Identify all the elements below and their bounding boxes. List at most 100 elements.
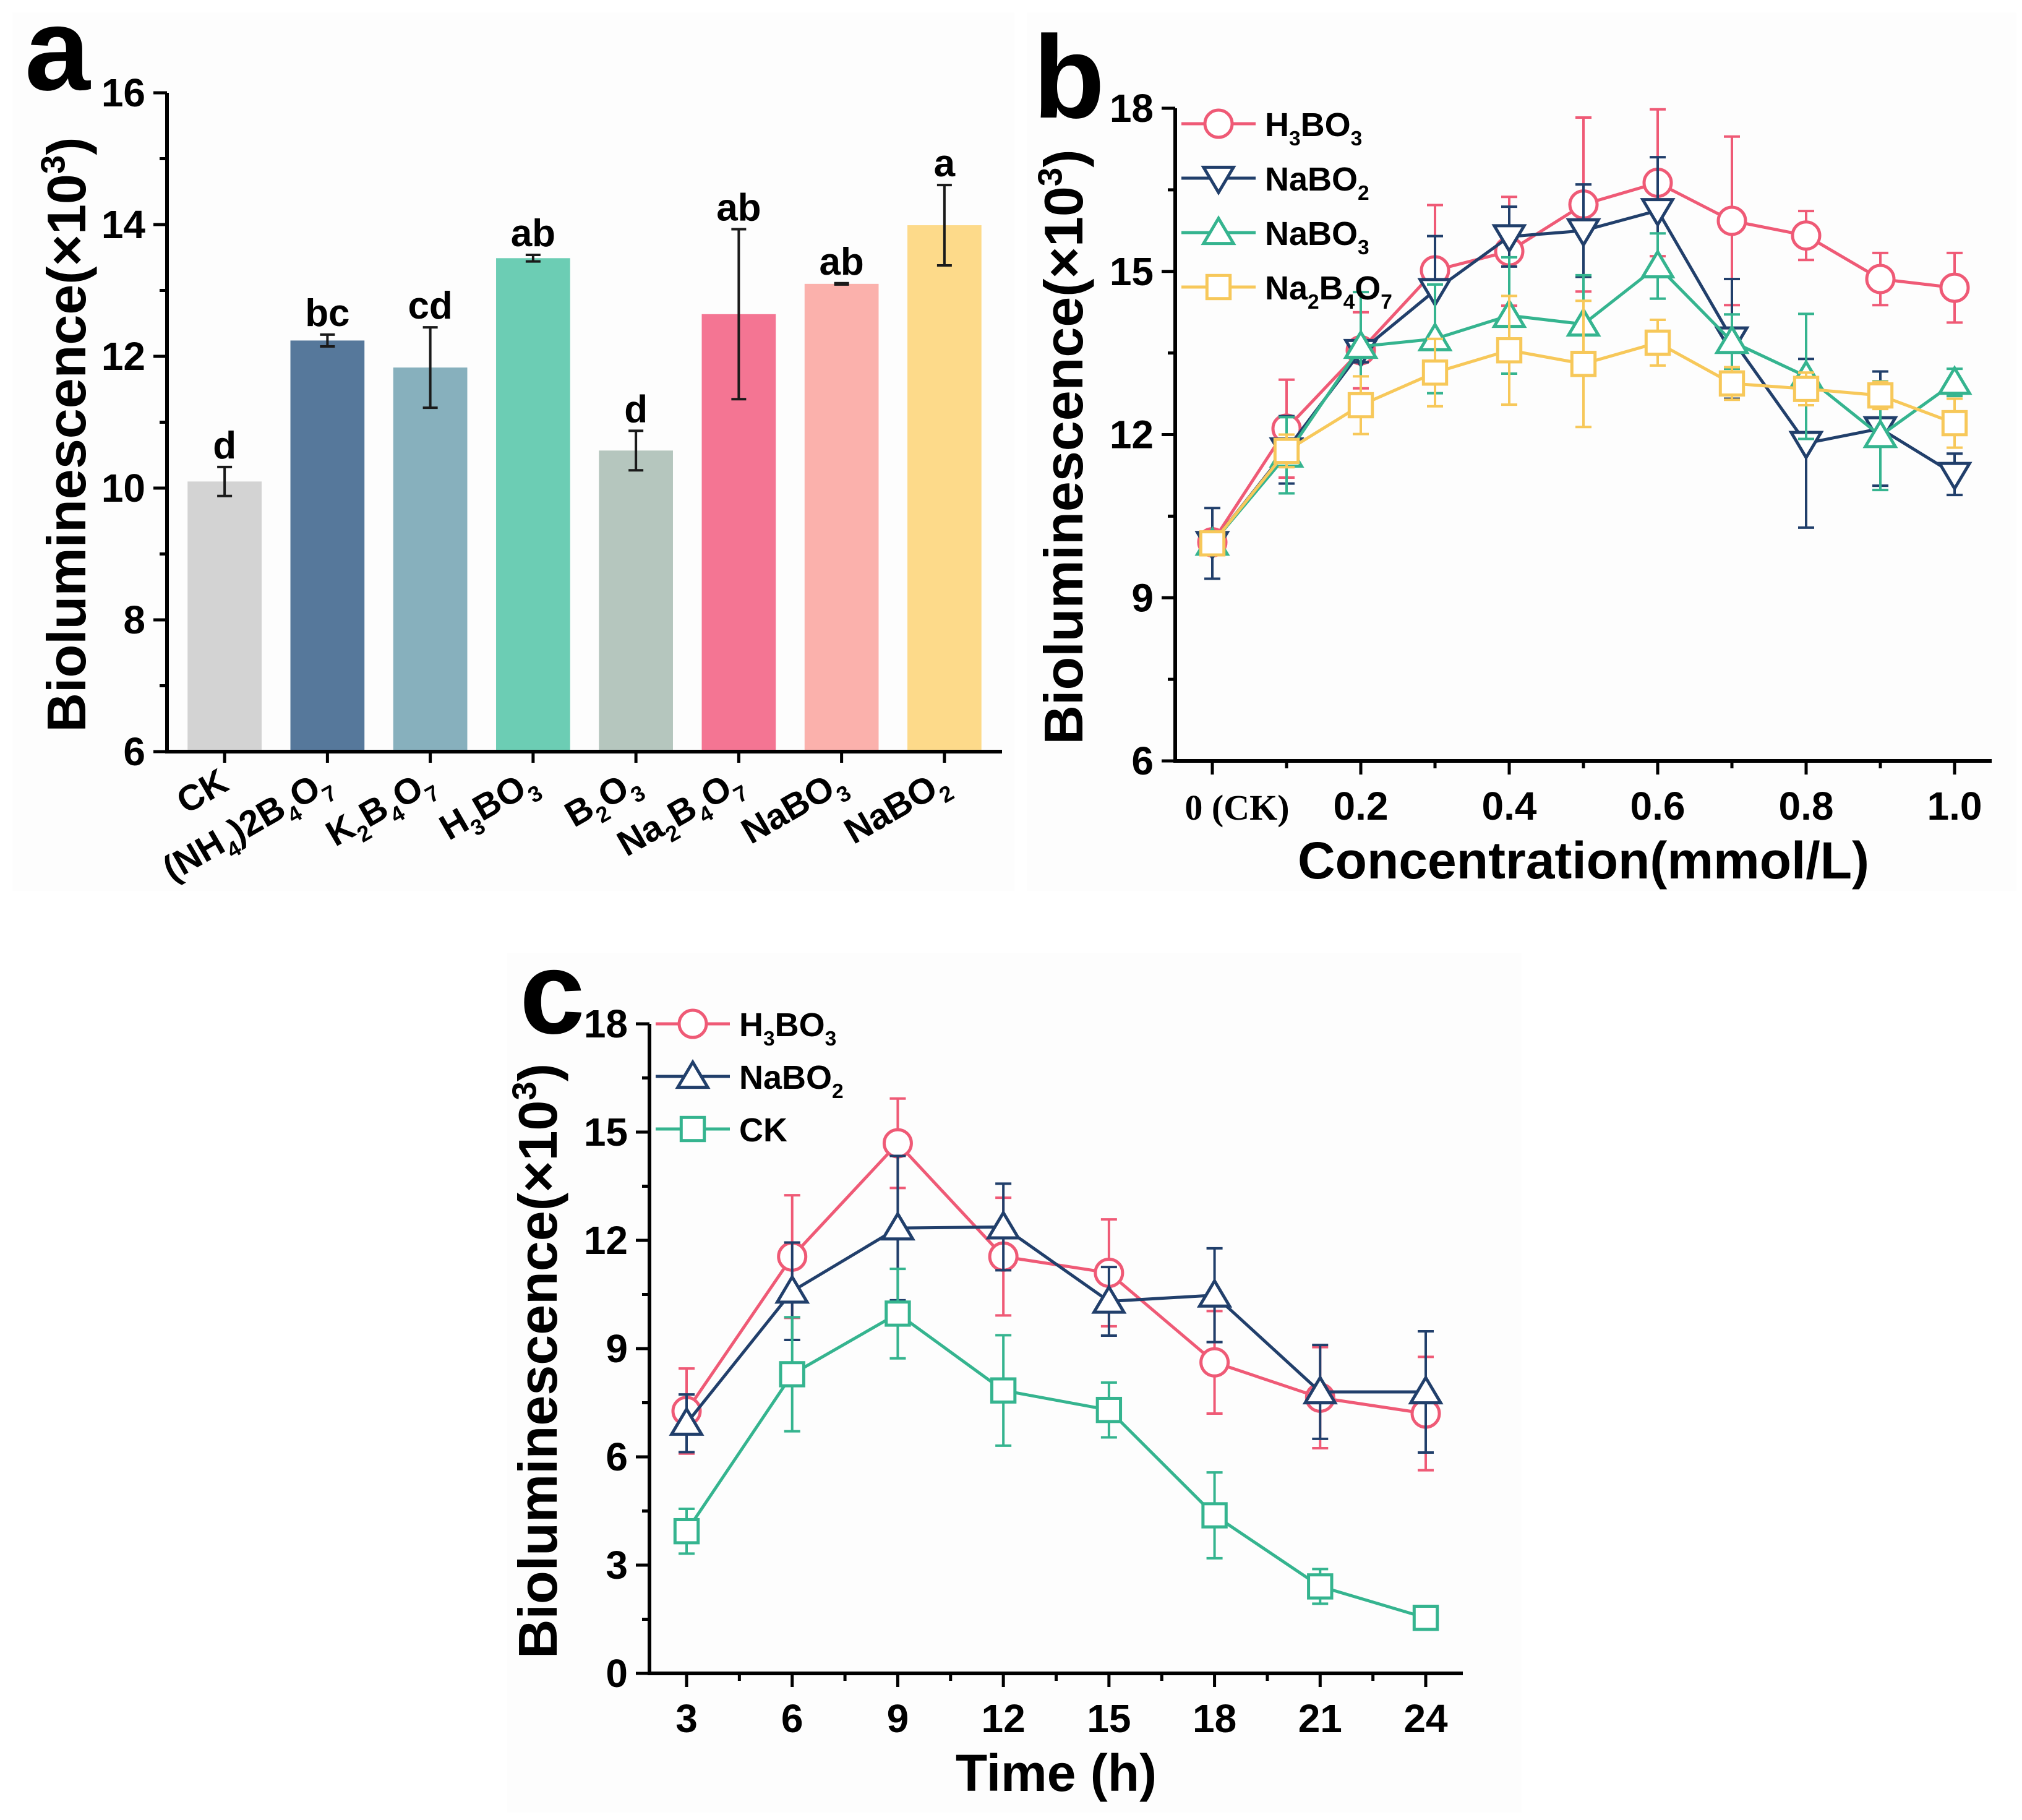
data-point: [1566, 218, 1601, 248]
bar: [907, 225, 982, 750]
legend-item: H3BO3: [1181, 106, 1362, 150]
series-Na₂B₄O₇: [1199, 294, 1968, 557]
data-point: [1347, 392, 1374, 419]
chart-c-svg: c 0 3 6 9 12 15 18 3 6 9 12 15 18 21 24 Time (h) Biolumin…: [507, 953, 1463, 1802]
legend-label: NaBO3: [1265, 215, 1369, 259]
x-axis-label: Time (h): [956, 1744, 1157, 1802]
data-point: [1199, 530, 1226, 557]
error-bar: [834, 281, 849, 286]
y-tick-label: 3: [606, 1543, 628, 1587]
data-point: [1793, 376, 1820, 402]
panel-label: a: [25, 12, 91, 115]
data-point: [774, 1274, 810, 1304]
x-tick-label: 0.2: [1334, 784, 1389, 828]
x-tick-label: 3: [675, 1696, 698, 1741]
data-point: [1496, 337, 1523, 364]
data-point: [1865, 264, 1896, 294]
legend-item: NaBO2: [656, 1059, 844, 1103]
legend-label: CK: [739, 1112, 787, 1149]
legend-marker: [1201, 165, 1236, 195]
data-point: [1491, 224, 1527, 254]
data-point: [1937, 461, 1973, 492]
legend-marker: [1203, 108, 1234, 139]
y-tick-label: 6: [123, 729, 145, 774]
x-tick-label: NaBO2: [838, 761, 958, 858]
x-tick-label: 0.4: [1482, 784, 1537, 828]
legend-item: NaBO3: [1181, 215, 1369, 259]
legend: H3BO3 NaBO2 NaBO3 Na2B4O7: [1181, 106, 1392, 314]
data-point: [1862, 418, 1898, 449]
x-tick-label: 15: [1087, 1696, 1131, 1741]
data-point: [1718, 370, 1746, 397]
series-line: [685, 1225, 1426, 1425]
x-tick-label: 0 (CK): [1184, 788, 1289, 828]
significance-letter: a: [934, 142, 956, 185]
legend-label: H3BO3: [1265, 106, 1362, 150]
legend-label: NaBO2: [739, 1059, 844, 1103]
data-point: [985, 1209, 1021, 1240]
y-axis-label: Bioluminescence(×103): [1032, 149, 1094, 744]
x-tick-label: K2B4O7: [319, 761, 444, 860]
x-tick-label: NaBO3: [735, 761, 855, 858]
y-tick-label: 15: [584, 1110, 628, 1154]
legend-label: H3BO3: [739, 1007, 836, 1050]
bar: [804, 283, 879, 750]
data-point: [673, 1517, 700, 1545]
data-point: [1408, 1375, 1444, 1405]
error-bar: [422, 326, 438, 410]
bar: [290, 340, 365, 750]
y-tick-label: 12: [1110, 413, 1154, 457]
data-point: [1302, 1375, 1338, 1405]
legend-item: Na2B4O7: [1181, 270, 1392, 314]
data-point: [1937, 365, 1973, 395]
data-point: [1201, 1502, 1228, 1529]
x-tick-label: 6: [781, 1696, 803, 1741]
significance-letter: d: [213, 424, 236, 467]
significance-letter: d: [624, 388, 648, 431]
y-tick-label: 18: [584, 1002, 628, 1046]
x-tick-label: 24: [1403, 1696, 1448, 1741]
significance-letter: ab: [716, 186, 761, 229]
error-bar: [731, 228, 747, 401]
y-tick-label: 9: [606, 1326, 628, 1371]
x-tick-label: 9: [887, 1696, 909, 1741]
legend-label: NaBO2: [1265, 161, 1369, 205]
data-point: [1791, 220, 1822, 251]
error-bar: [525, 253, 541, 263]
significance-letter: bc: [305, 292, 349, 335]
significance-letter: cd: [408, 285, 452, 327]
legend-marker: [679, 1115, 706, 1143]
series-line: [685, 1311, 1426, 1620]
significance-letter: ab: [819, 241, 863, 283]
data-point: [779, 1361, 805, 1388]
y-axis-label: Bioluminescence(×103): [507, 1063, 568, 1659]
data-point: [1421, 359, 1449, 386]
chart-a-svg: a6810121416Bioluminescence(×103)dCKbc(NH…: [25, 12, 1002, 889]
data-point: [1199, 1347, 1230, 1378]
y-tick-label: 6: [606, 1435, 628, 1479]
series-NaBO₂: [669, 1154, 1444, 1454]
data-point: [1640, 248, 1676, 279]
x-tick-label: 12: [982, 1696, 1026, 1741]
error-bar: [936, 184, 952, 267]
panel-label: b: [1033, 12, 1105, 143]
series-CK: [673, 1268, 1439, 1631]
y-tick-label: 12: [101, 334, 145, 379]
data-point: [1941, 410, 1968, 437]
y-tick-label: 15: [1110, 249, 1154, 294]
x-tick-label: 1.0: [1927, 784, 1982, 828]
data-point: [1867, 382, 1894, 409]
data-point: [1343, 329, 1379, 359]
x-tick-label: 0.8: [1779, 784, 1834, 828]
x-tick-label: 21: [1298, 1696, 1342, 1741]
data-point: [880, 1211, 916, 1241]
y-tick-label: 10: [101, 466, 145, 510]
x-tick-label: H3BO3: [433, 761, 547, 854]
data-point: [1273, 437, 1300, 465]
x-tick-label: CK: [170, 761, 235, 822]
data-point: [1095, 1396, 1123, 1423]
data-point: [885, 1300, 911, 1327]
panel-a-bar-chart: a 6 8 10 12 14 16 Bioluminescence(×103) d CK bc (NH…: [12, 12, 1014, 891]
significance-letter: ab: [511, 212, 555, 255]
x-axis-label: Concentration(mmol/L): [1298, 831, 1869, 890]
